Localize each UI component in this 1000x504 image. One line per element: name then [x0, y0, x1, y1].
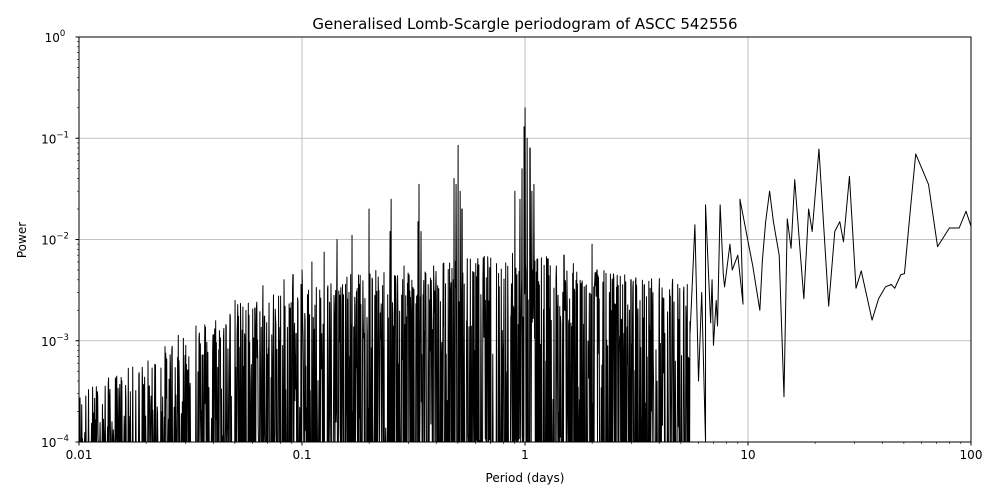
y-tick-exponent: −3	[56, 333, 69, 343]
x-tick-label: 1	[521, 448, 529, 462]
x-tick-label: 0.1	[292, 448, 311, 462]
y-tick-label: 10−4	[41, 434, 69, 450]
x-tick-label: 100	[960, 448, 983, 462]
y-tick-exponent: −1	[56, 130, 69, 140]
y-tick-label: 10−1	[41, 130, 69, 146]
y-tick-base: 10	[45, 31, 60, 45]
x-axis-label: Period (days)	[486, 471, 565, 485]
y-tick-base: 10	[41, 234, 56, 248]
y-tick-base: 10	[41, 132, 56, 146]
y-tick-exponent: 0	[60, 29, 65, 39]
y-tick-label: 100	[45, 29, 66, 45]
x-tick-label: 10	[740, 448, 755, 462]
y-tick-base: 10	[41, 436, 56, 450]
y-tick-base: 10	[41, 335, 56, 349]
y-tick-exponent: −4	[56, 434, 69, 444]
y-tick-exponent: −2	[56, 232, 69, 242]
x-tick-label: 0.01	[66, 448, 93, 462]
y-axis-label: Power	[15, 222, 29, 258]
chart-title: Generalised Lomb-Scargle periodogram of …	[312, 15, 737, 33]
y-tick-label: 10−2	[41, 232, 69, 248]
y-tick-label: 10−3	[41, 333, 69, 349]
